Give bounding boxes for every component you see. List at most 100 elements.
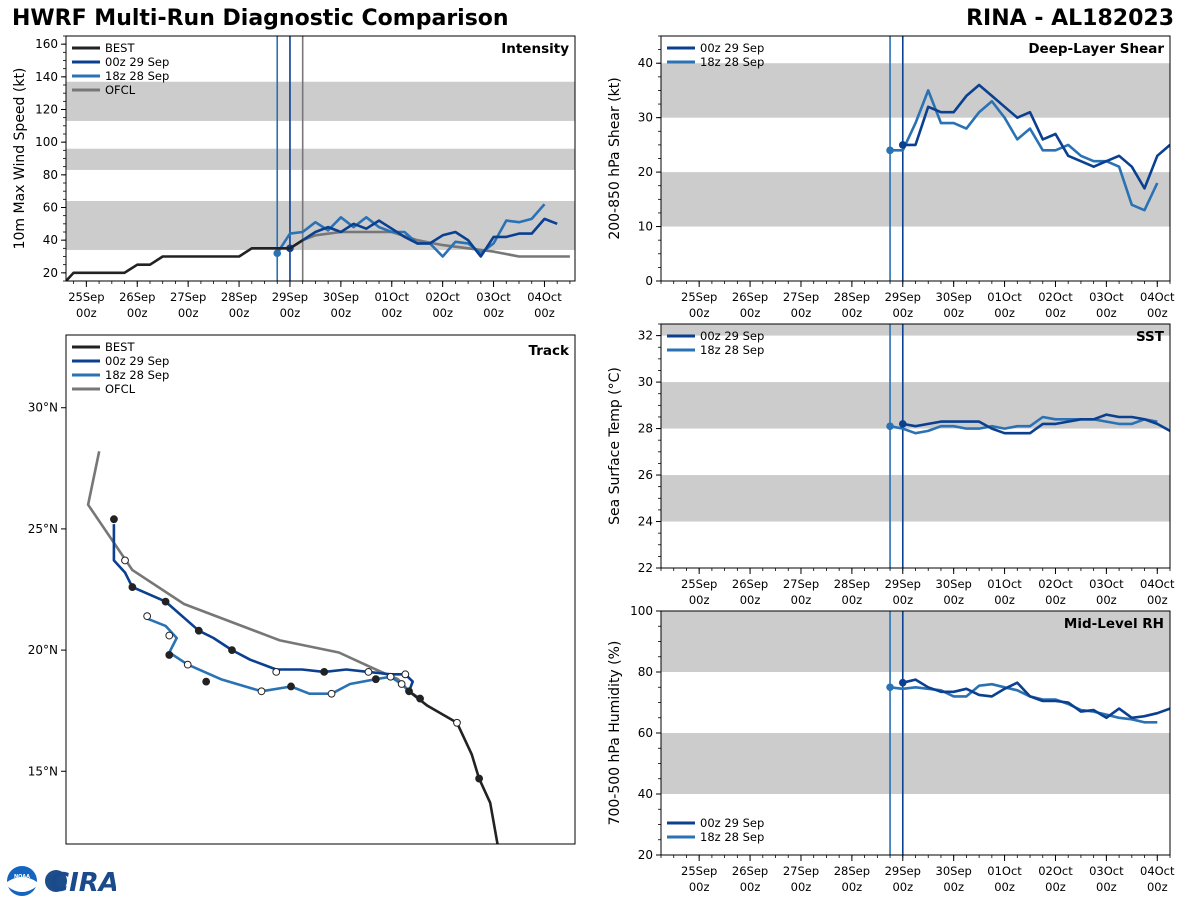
y-tick-label: 160: [35, 37, 58, 51]
legend-label: 18z 28 Sep: [105, 368, 169, 382]
y-tick-label: 100: [35, 135, 58, 149]
cira-logo: NOAA CIRA: [4, 864, 119, 902]
series-line-run_18z: [890, 89, 1159, 212]
x-tick-label-hour: 00z: [842, 306, 863, 320]
x-tick-label-hour: 00z: [842, 880, 863, 894]
x-tick-label-hour: 00z: [943, 593, 964, 607]
x-tick-label-date: 25Sep: [68, 290, 104, 304]
x-tick-label-date: 04Oct: [1140, 577, 1175, 591]
legend-label: 18z 28 Sep: [105, 69, 169, 83]
category-band: [661, 63, 1170, 118]
x-tick-label-date: 25Sep: [681, 864, 717, 878]
x-tick-label-hour: 00z: [791, 306, 812, 320]
legend-label: 00z 29 Sep: [105, 55, 169, 69]
x-tick-label-hour: 00z: [994, 880, 1015, 894]
noaa-logo-text: NOAA: [14, 874, 30, 880]
x-tick-label-hour: 00z: [1147, 593, 1168, 607]
track-position-marker: [405, 687, 413, 696]
y-tick-label: 0: [645, 274, 653, 288]
x-tick-label-hour: 00z: [331, 306, 352, 320]
x-tick-label-hour: 00z: [892, 593, 913, 607]
track-position-marker: [202, 677, 211, 686]
x-tick-label-date: 29Sep: [272, 290, 308, 304]
y-tick-label: 140: [35, 70, 58, 84]
x-tick-label-hour: 00z: [1096, 593, 1117, 607]
y-tick-label: 32: [638, 329, 653, 343]
x-tick-label-date: 30Sep: [323, 290, 359, 304]
y-tick-label: 60: [43, 201, 58, 215]
y-tick-label: 40: [638, 56, 653, 70]
panel-title: Deep-Layer Shear: [1028, 41, 1164, 57]
y-tick-label: 80: [638, 665, 653, 679]
x-tick-label-date: 01Oct: [374, 290, 409, 304]
x-tick-label-date: 01Oct: [987, 864, 1022, 878]
track-position-marker: [121, 556, 129, 565]
plot-area: [661, 611, 1170, 855]
x-tick-label-hour: 00z: [483, 306, 504, 320]
category-band: [661, 475, 1170, 522]
category-band: [661, 733, 1170, 794]
series-start-marker: [886, 683, 894, 692]
x-tick-label-hour: 00z: [1045, 306, 1066, 320]
x-tick-label-date: 02Oct: [1038, 577, 1073, 591]
y-axis-label: 200-850 hPa Shear (kt): [607, 77, 623, 239]
x-tick-label-hour: 00z: [943, 306, 964, 320]
x-tick-label-hour: 00z: [994, 306, 1015, 320]
series-line-run_00z: [902, 678, 1170, 720]
x-tick-label-hour: 00z: [1096, 880, 1117, 894]
category-band: [66, 81, 575, 121]
series-line-run_18z: [276, 203, 546, 258]
x-tick-label-hour: 00z: [534, 306, 555, 320]
x-tick-label-date: 30Sep: [936, 864, 972, 878]
track-position-marker: [401, 670, 410, 679]
x-tick-label-hour: 00z: [943, 880, 964, 894]
x-tick-label-hour: 00z: [740, 880, 761, 894]
y-tick-label: 20: [638, 848, 653, 862]
y-tick-label: 40: [43, 233, 58, 247]
x-tick-label-date: 01Oct: [987, 290, 1022, 304]
figure-title: HWRF Multi-Run Diagnostic Comparison: [12, 6, 509, 31]
track-position-marker: [128, 583, 137, 591]
track-position-marker: [272, 668, 281, 676]
track-position-marker: [364, 668, 373, 676]
legend-label: OFCL: [105, 83, 136, 97]
track-position-marker: [397, 680, 406, 688]
track-line-best: [408, 690, 499, 844]
x-tick-label-hour: 00z: [689, 306, 710, 320]
y-tick-label: 10: [638, 220, 653, 234]
x-tick-label-date: 30Sep: [936, 577, 972, 591]
track-position-marker: [475, 774, 484, 783]
x-tick-label-date: 25Sep: [681, 577, 717, 591]
storm-id: RINA - AL182023: [966, 6, 1174, 31]
x-tick-label-date: 28Sep: [221, 290, 257, 304]
category-band: [661, 172, 1170, 227]
x-tick-label-hour: 00z: [381, 306, 402, 320]
lat-tick-label: 30°N: [28, 401, 58, 415]
x-tick-label-date: 26Sep: [732, 290, 768, 304]
x-tick-label-hour: 00z: [1045, 593, 1066, 607]
x-tick-label-hour: 00z: [689, 880, 710, 894]
series-line-run_00z: [902, 413, 1170, 435]
x-tick-label-date: 28Sep: [834, 290, 870, 304]
legend-label: 18z 28 Sep: [700, 830, 764, 844]
x-tick-label-date: 29Sep: [885, 290, 921, 304]
track-position-marker: [320, 668, 329, 676]
x-tick-label-date: 04Oct: [1140, 290, 1175, 304]
plot-area: [86, 451, 499, 844]
x-tick-label-date: 28Sep: [834, 864, 870, 878]
x-tick-label-date: 29Sep: [885, 577, 921, 591]
x-tick-label-hour: 00z: [740, 593, 761, 607]
plot-frame: [660, 323, 1171, 569]
track-position-marker: [110, 515, 118, 524]
x-tick-label-hour: 00z: [892, 306, 913, 320]
plot-area: [661, 36, 1170, 281]
y-tick-label: 40: [638, 787, 653, 801]
y-tick-label: 120: [35, 103, 58, 117]
plot-frame: [65, 334, 576, 845]
lat-tick-label: 20°N: [28, 643, 58, 657]
x-tick-label-date: 28Sep: [834, 577, 870, 591]
y-tick-label: 30: [638, 375, 653, 389]
x-tick-label-date: 26Sep: [732, 577, 768, 591]
x-tick-label-date: 27Sep: [783, 864, 819, 878]
